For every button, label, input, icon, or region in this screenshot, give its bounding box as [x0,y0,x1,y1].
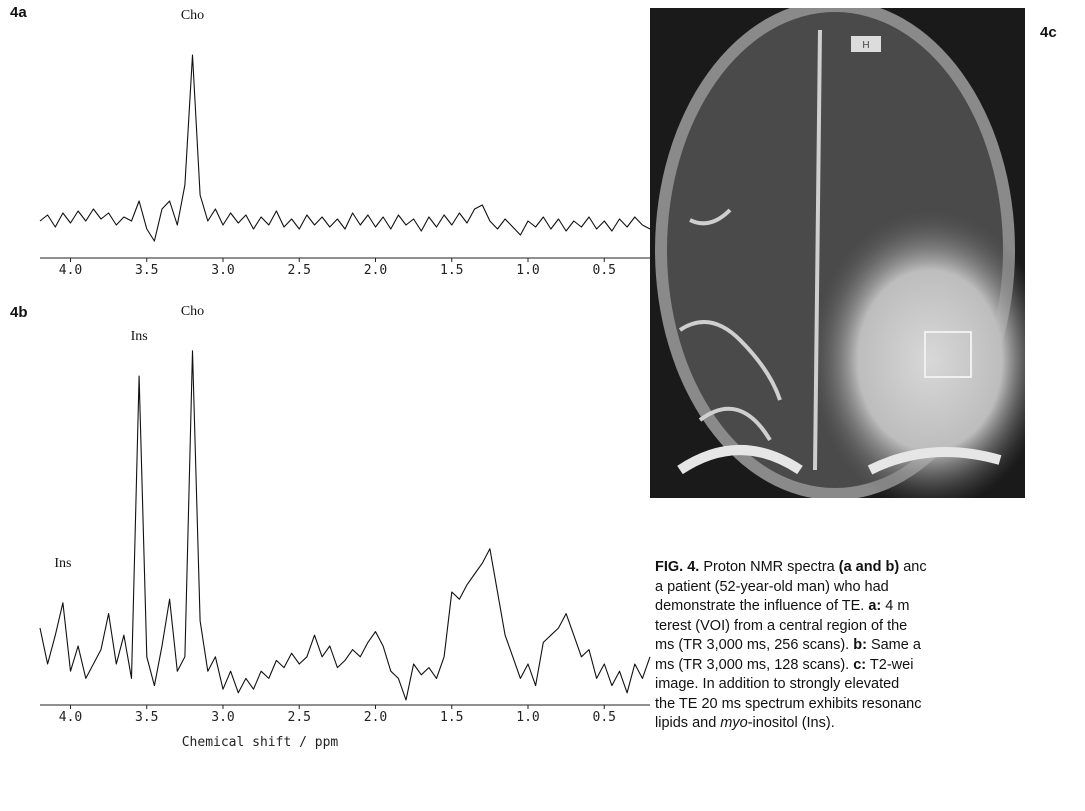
peak-label: Ins [131,329,148,344]
caption-text: -inositol (Ins). [747,715,835,731]
panel-label: 4a [10,4,27,21]
x-tick-label: 2.5 [288,710,311,725]
caption-text: lipids and [655,715,721,731]
x-tick-label: 4.0 [59,710,82,725]
x-tick-label: 1.0 [516,710,539,725]
caption-text: 4 m [881,598,910,614]
caption-text: anc [899,559,927,575]
peak-label: Ins [54,556,71,571]
caption-text: the TE 20 ms spectrum exhibits resonanc [655,695,922,712]
caption-text: b: [853,637,867,653]
x-tick-label: 2.0 [364,263,387,278]
figure-caption: FIG. 4. Proton NMR spectra (a and b) anc… [655,558,1085,734]
x-tick-label: 1.5 [440,263,463,278]
x-tick-label: 3.5 [135,263,158,278]
x-tick-label: 3.0 [211,710,234,725]
caption-text: terest (VOI) from a central region of th… [655,617,908,634]
caption-text: ms (TR 3,000 ms, 256 scans). [655,637,854,653]
x-tick-label: 2.5 [288,263,311,278]
peak-label: Cho [181,8,204,23]
x-tick-label: 3.0 [211,263,234,278]
caption-text: myo [720,715,748,731]
caption-text: a patient (52-year-old man) who had [655,578,889,595]
caption-text: FIG. 4. [655,559,700,575]
panel-label: 4c [1040,24,1057,41]
x-tick-label: 4.0 [59,263,82,278]
x-tick-label: 0.5 [593,710,616,725]
peak-label: Cho [181,304,204,319]
caption-line: demonstrate the influence of TE. a: 4 m [655,597,1085,617]
caption-line: image. In addition to strongly elevated [655,675,1085,695]
caption-text: Same a [866,637,921,653]
x-axis-label: Chemical shift / ppm [182,735,339,750]
caption-text: ms (TR 3,000 ms, 128 scans). [655,656,854,673]
mri-image: H [650,8,1025,498]
x-tick-label: 3.5 [135,710,158,725]
caption-text: Proton NMR spectra [699,559,839,575]
caption-text: c: [853,656,867,673]
image-marker: H [862,40,869,51]
caption-text: (a and b) [838,559,900,575]
spectrum-line [39,54,651,242]
caption-line: ms (TR 3,000 ms, 128 scans). c: T2-wei [655,656,1085,676]
caption-line: ms (TR 3,000 ms, 256 scans). b: Same a [655,636,1085,656]
x-tick-label: 2.0 [364,710,387,725]
panel-label: 4b [10,304,28,321]
caption-line: the TE 20 ms spectrum exhibits resonanc [655,695,1085,715]
spectrum-line [39,350,651,701]
caption-text: image. In addition to strongly elevated [655,676,900,692]
x-tick-label: 1.0 [516,263,539,278]
caption-line: FIG. 4. Proton NMR spectra (a and b) anc [655,558,1085,578]
caption-text: a: [868,598,882,614]
caption-line: lipids and myo-inositol (Ins). [655,714,1085,734]
x-tick-label: 1.5 [440,710,463,725]
caption-line: a patient (52-year-old man) who had [655,578,1085,598]
caption-text: T2-wei [866,656,914,673]
caption-line: terest (VOI) from a central region of th… [655,617,1085,637]
x-tick-label: 0.5 [593,263,616,278]
caption-text: demonstrate the influence of TE. [655,598,869,614]
